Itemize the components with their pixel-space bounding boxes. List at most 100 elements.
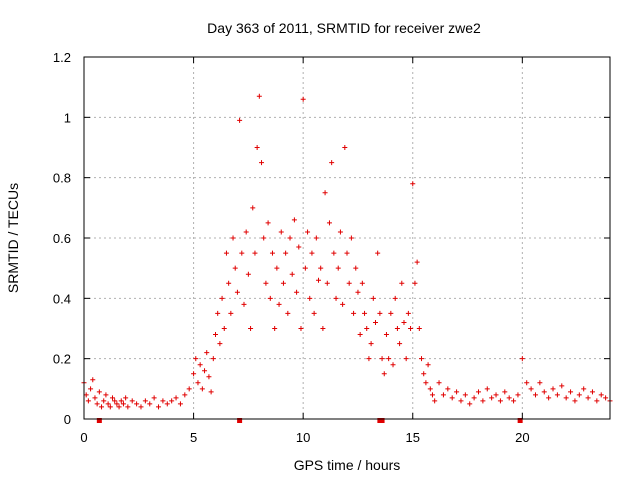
data-point — [120, 401, 126, 407]
data-point — [532, 392, 538, 398]
data-point — [210, 356, 216, 362]
data-point — [550, 386, 556, 392]
data-point — [164, 401, 170, 407]
data-point — [344, 250, 350, 256]
data-point — [416, 326, 422, 331]
data-point — [311, 310, 317, 316]
data-point — [241, 301, 247, 307]
data-point — [261, 235, 267, 241]
data-point — [576, 392, 582, 398]
data-point — [83, 392, 89, 398]
data-point — [353, 265, 359, 271]
data-point — [412, 280, 418, 286]
data-point — [215, 310, 221, 316]
data-point — [471, 395, 477, 401]
data-point — [410, 181, 416, 187]
data-point — [221, 326, 227, 331]
data-point — [366, 356, 372, 362]
data-point — [259, 160, 265, 166]
data-point — [559, 383, 565, 389]
data-point — [541, 389, 547, 395]
y-tick-label: 1.2 — [53, 50, 71, 65]
data-point — [476, 389, 481, 395]
data-point — [598, 392, 604, 398]
data-point — [537, 380, 543, 386]
data-point — [291, 217, 297, 223]
data-point — [243, 229, 249, 235]
data-point — [368, 341, 374, 347]
data-point — [269, 250, 275, 256]
data-point — [298, 326, 304, 331]
data-point — [589, 389, 595, 395]
data-point — [101, 398, 107, 404]
data-point — [186, 386, 192, 392]
plot-frame — [83, 56, 611, 420]
data-point — [134, 401, 140, 407]
data-point — [248, 326, 254, 331]
data-point — [105, 401, 111, 407]
zero-markers — [96, 418, 523, 423]
y-tick-label: 0.2 — [53, 352, 71, 367]
data-point — [397, 341, 403, 347]
x-axis-ticks: 0 5 10 15 20 — [80, 57, 530, 445]
y-tick-label: 0.8 — [53, 171, 71, 186]
data-point — [333, 295, 339, 301]
y-tick-label: 0.4 — [53, 291, 71, 306]
data-point — [138, 404, 144, 410]
data-point — [147, 401, 153, 407]
data-point — [302, 265, 308, 271]
data-point — [125, 404, 131, 410]
x-tick-label: 15 — [406, 430, 420, 445]
data-point — [383, 332, 389, 338]
data-point — [156, 404, 162, 410]
data-point — [390, 362, 396, 368]
data-point — [245, 271, 251, 277]
data-point — [462, 392, 468, 398]
y-tick-label: 1 — [64, 110, 71, 125]
data-point — [318, 265, 324, 271]
data-point — [337, 229, 343, 235]
data-point — [425, 362, 431, 368]
data-point — [377, 310, 383, 316]
data-point — [300, 96, 306, 102]
data-point — [230, 235, 236, 241]
data-point — [403, 356, 409, 362]
data-point — [114, 401, 120, 407]
zero-marker — [379, 418, 385, 423]
y-axis-label: SRMTID / TECUs — [5, 183, 21, 293]
data-point — [182, 392, 188, 398]
data-point — [399, 280, 405, 286]
data-point — [480, 398, 486, 404]
data-point — [346, 280, 352, 286]
x-tick-label: 5 — [190, 430, 197, 445]
data-point — [436, 380, 442, 386]
data-point — [90, 377, 96, 383]
data-point — [305, 229, 311, 235]
data-point — [92, 395, 98, 401]
data-point — [296, 244, 302, 250]
data-point — [256, 93, 262, 99]
data-point — [340, 301, 346, 307]
data-point — [449, 395, 455, 401]
data-point — [116, 404, 122, 410]
data-point — [432, 398, 438, 404]
data-point — [524, 380, 530, 386]
data-point — [193, 356, 199, 362]
data-point — [267, 295, 273, 301]
x-tick-label: 10 — [296, 430, 310, 445]
data-point — [585, 395, 591, 401]
data-point — [202, 368, 208, 374]
data-point — [276, 301, 282, 307]
zero-marker — [517, 418, 523, 423]
data-point — [322, 190, 328, 196]
data-point — [191, 371, 197, 377]
data-point — [107, 404, 113, 410]
zero-marker — [237, 418, 243, 423]
data-point — [123, 395, 129, 401]
data-point — [129, 398, 135, 404]
data-point — [394, 326, 400, 331]
data-point — [427, 386, 433, 392]
data-point — [362, 310, 368, 316]
data-point — [401, 319, 407, 325]
data-point — [554, 392, 560, 398]
